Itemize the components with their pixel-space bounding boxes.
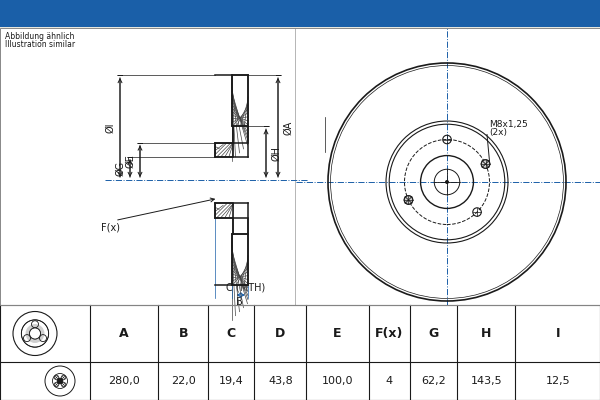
Text: ØA: ØA: [283, 120, 293, 135]
Text: 280,0: 280,0: [109, 376, 140, 386]
Bar: [232, 75, 248, 126]
Text: 100,0: 100,0: [322, 376, 353, 386]
Text: 19,4: 19,4: [219, 376, 244, 386]
Text: F(x): F(x): [101, 222, 119, 232]
Text: F(x): F(x): [375, 327, 403, 340]
Bar: [0, 28, 600, 305]
Text: C (MTH): C (MTH): [226, 283, 265, 293]
Text: ØG: ØG: [115, 161, 125, 176]
Text: I: I: [556, 327, 560, 340]
Bar: [233, 126, 248, 142]
Circle shape: [404, 196, 413, 204]
Bar: [233, 218, 248, 234]
Text: 4: 4: [386, 376, 393, 386]
Bar: [215, 142, 233, 157]
Bar: [215, 142, 233, 157]
Circle shape: [57, 378, 63, 384]
Text: 12,5: 12,5: [545, 376, 570, 386]
Circle shape: [26, 324, 44, 343]
Circle shape: [29, 328, 41, 339]
Bar: [232, 75, 248, 126]
Text: D: D: [220, 309, 227, 319]
Bar: [233, 126, 248, 142]
Text: 22,0: 22,0: [171, 376, 196, 386]
Text: 422294: 422294: [377, 5, 452, 23]
Text: Abbildung ähnlich: Abbildung ähnlich: [5, 32, 74, 41]
Text: B: B: [179, 327, 188, 340]
Text: G: G: [428, 327, 439, 340]
Text: ØI: ØI: [105, 122, 115, 133]
Text: 62,2: 62,2: [421, 376, 446, 386]
Bar: [215, 203, 233, 218]
Text: A: A: [119, 327, 129, 340]
Text: D: D: [275, 327, 286, 340]
Text: Illustration similar: Illustration similar: [5, 40, 75, 49]
Text: ØE: ØE: [125, 154, 135, 168]
Text: (2x): (2x): [489, 128, 507, 138]
Bar: [0, 0, 600, 27]
Bar: [232, 234, 248, 285]
Text: B: B: [236, 297, 243, 307]
Bar: [0, 28, 600, 305]
Text: ØH: ØH: [271, 146, 281, 160]
Circle shape: [481, 160, 490, 168]
Bar: [233, 218, 248, 234]
Bar: [232, 234, 248, 285]
Text: 143,5: 143,5: [470, 376, 502, 386]
Text: 43,8: 43,8: [268, 376, 293, 386]
Text: 24.0122-0294.1: 24.0122-0294.1: [106, 5, 265, 23]
Bar: [215, 203, 233, 218]
Text: H: H: [481, 327, 491, 340]
Circle shape: [445, 180, 449, 184]
Text: C: C: [227, 327, 236, 340]
Text: E: E: [333, 327, 342, 340]
Text: M8x1,25: M8x1,25: [489, 120, 528, 130]
Bar: [0, 305, 600, 400]
